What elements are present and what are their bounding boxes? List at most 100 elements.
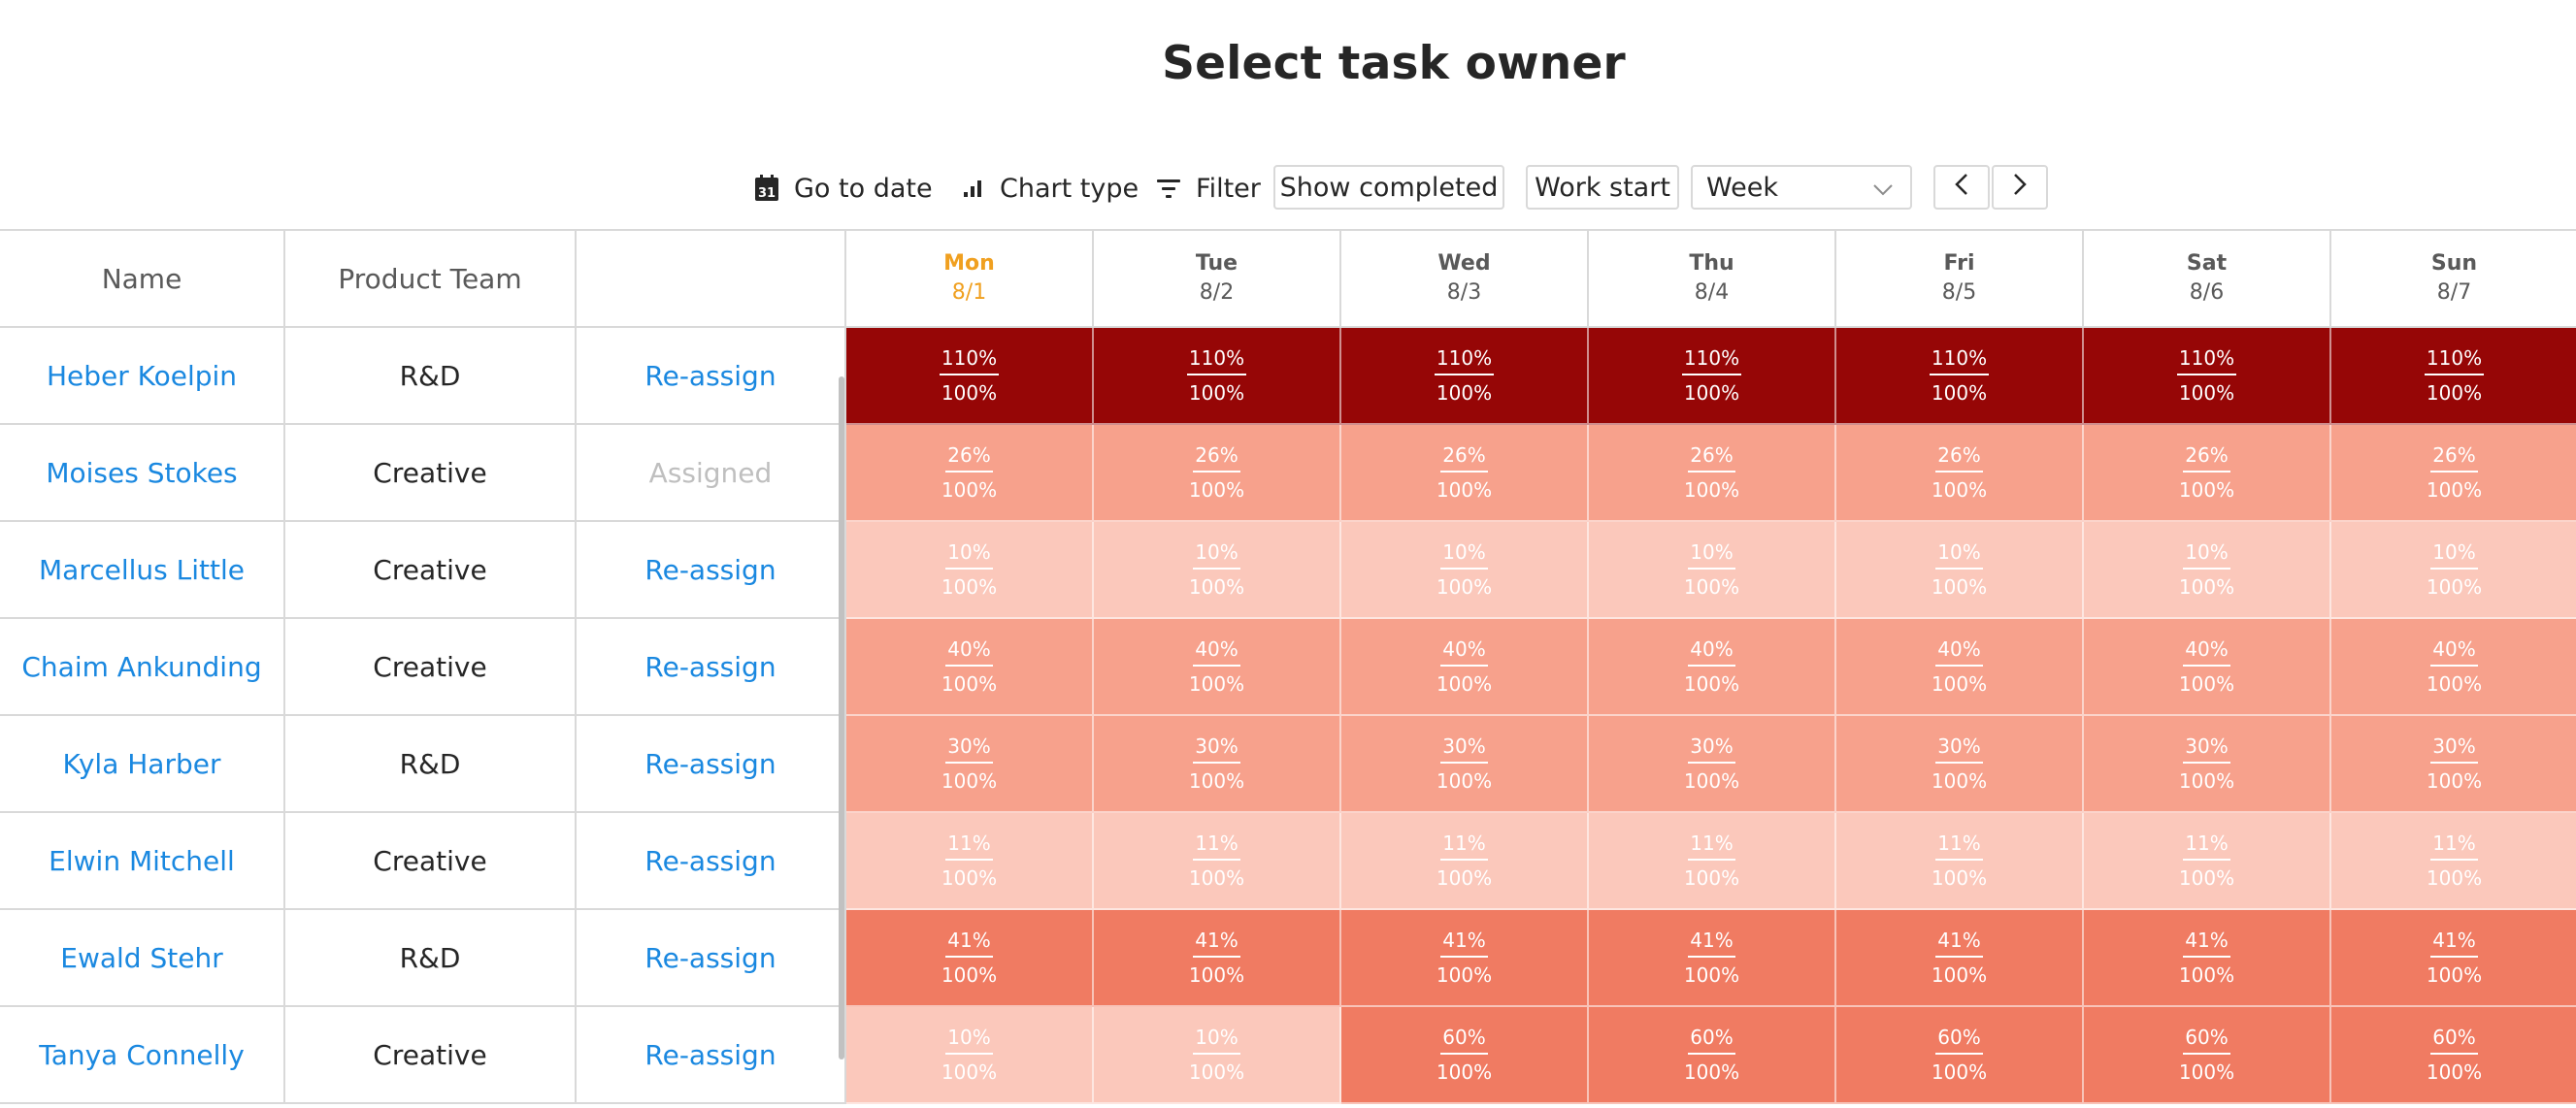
- workload-cell[interactable]: 110% 100%: [1341, 328, 1589, 425]
- workload-cell[interactable]: 11% 100%: [1589, 813, 1836, 910]
- workload-value: 11%: [2183, 832, 2230, 861]
- capacity-value: 100%: [2178, 478, 2235, 502]
- workload-cell[interactable]: 40% 100%: [2331, 619, 2576, 716]
- workload-cell[interactable]: 11% 100%: [1836, 813, 2084, 910]
- workload-cell[interactable]: 110% 100%: [1589, 328, 1836, 425]
- workload-cell[interactable]: 40% 100%: [846, 619, 1094, 716]
- capacity-value: 100%: [1188, 381, 1245, 405]
- owner-name-link[interactable]: Marcellus Little: [39, 553, 245, 586]
- filter-button[interactable]: Filter: [1155, 165, 1261, 212]
- workload-value: 10%: [2430, 541, 2478, 570]
- workload-cell[interactable]: 110% 100%: [2084, 328, 2331, 425]
- day-header: Thu 8/4: [1589, 231, 1836, 328]
- workload-cell[interactable]: 10% 100%: [1589, 522, 1836, 619]
- workload-cell[interactable]: 60% 100%: [2084, 1007, 2331, 1104]
- workload-value: 41%: [1688, 929, 1735, 958]
- work-start-button[interactable]: Work start: [1526, 165, 1679, 210]
- table-row-action-cell: Assigned: [577, 425, 846, 522]
- workload-cell[interactable]: 40% 100%: [1341, 619, 1589, 716]
- workload-cell[interactable]: 10% 100%: [1836, 522, 2084, 619]
- workload-cell[interactable]: 41% 100%: [846, 910, 1094, 1007]
- day-date: 8/3: [1446, 280, 1482, 305]
- workload-cell[interactable]: 40% 100%: [1589, 619, 1836, 716]
- workload-cell[interactable]: 60% 100%: [1836, 1007, 2084, 1104]
- prev-period-button[interactable]: [1933, 165, 1990, 210]
- workload-cell[interactable]: 26% 100%: [1341, 425, 1589, 522]
- owner-name-link[interactable]: Chaim Ankunding: [21, 650, 262, 683]
- workload-cell[interactable]: 11% 100%: [1094, 813, 1341, 910]
- workload-cell[interactable]: 30% 100%: [1589, 716, 1836, 813]
- workload-cell[interactable]: 11% 100%: [2331, 813, 2576, 910]
- workload-cell[interactable]: 10% 100%: [1094, 522, 1341, 619]
- column-header-team[interactable]: Product Team: [285, 231, 577, 328]
- reassign-link[interactable]: Re-assign: [644, 941, 776, 974]
- capacity-value: 100%: [2426, 672, 2483, 696]
- owner-name-link[interactable]: Elwin Mitchell: [49, 844, 235, 877]
- workload-cell[interactable]: 30% 100%: [1094, 716, 1341, 813]
- capacity-value: 100%: [2178, 381, 2235, 405]
- workload-cell[interactable]: 41% 100%: [2331, 910, 2576, 1007]
- workload-cell[interactable]: 110% 100%: [1094, 328, 1341, 425]
- workload-value: 110%: [1186, 347, 1247, 375]
- chart-type-button[interactable]: Chart type: [959, 165, 1139, 212]
- owner-name-link[interactable]: Ewald Stehr: [60, 941, 223, 974]
- table-row-action-cell: Re-assign: [577, 1007, 846, 1104]
- workload-cell[interactable]: 60% 100%: [2331, 1007, 2576, 1104]
- workload-cell[interactable]: 10% 100%: [846, 522, 1094, 619]
- reassign-link[interactable]: Re-assign: [644, 650, 776, 683]
- workload-cell[interactable]: 11% 100%: [1341, 813, 1589, 910]
- bar-chart-icon: [959, 175, 986, 202]
- workload-cell[interactable]: 11% 100%: [2084, 813, 2331, 910]
- workload-cell[interactable]: 40% 100%: [1094, 619, 1341, 716]
- workload-cell[interactable]: 10% 100%: [2084, 522, 2331, 619]
- workload-cell[interactable]: 41% 100%: [1836, 910, 2084, 1007]
- workload-cell[interactable]: 10% 100%: [1094, 1007, 1341, 1104]
- next-period-button[interactable]: [1992, 165, 2048, 210]
- workload-cell[interactable]: 41% 100%: [2084, 910, 2331, 1007]
- workload-cell[interactable]: 26% 100%: [2331, 425, 2576, 522]
- workload-cell[interactable]: 110% 100%: [2331, 328, 2576, 425]
- workload-cell[interactable]: 41% 100%: [1094, 910, 1341, 1007]
- workload-cell[interactable]: 30% 100%: [1341, 716, 1589, 813]
- column-header-name[interactable]: Name: [0, 231, 285, 328]
- workload-value: 10%: [945, 1027, 993, 1055]
- workload-cell[interactable]: 40% 100%: [2084, 619, 2331, 716]
- owner-name-link[interactable]: Tanya Connelly: [39, 1038, 245, 1071]
- workload-cell[interactable]: 60% 100%: [1589, 1007, 1836, 1104]
- owner-name-link[interactable]: Kyla Harber: [62, 747, 221, 780]
- reassign-link[interactable]: Re-assign: [644, 844, 776, 877]
- column-header-action: [577, 231, 846, 328]
- workload-cell[interactable]: 26% 100%: [846, 425, 1094, 522]
- workload-cell[interactable]: 11% 100%: [846, 813, 1094, 910]
- workload-cell[interactable]: 41% 100%: [1341, 910, 1589, 1007]
- workload-cell[interactable]: 26% 100%: [2084, 425, 2331, 522]
- workload-cell[interactable]: 26% 100%: [1094, 425, 1341, 522]
- workload-cell[interactable]: 10% 100%: [1341, 522, 1589, 619]
- capacity-value: 100%: [2178, 963, 2235, 987]
- go-to-date-button[interactable]: 31 Go to date: [753, 165, 933, 212]
- workload-cell[interactable]: 110% 100%: [846, 328, 1094, 425]
- period-select[interactable]: Week: [1691, 165, 1912, 210]
- scrollbar[interactable]: [839, 376, 844, 1059]
- workload-cell[interactable]: 41% 100%: [1589, 910, 1836, 1007]
- workload-cell[interactable]: 40% 100%: [1836, 619, 2084, 716]
- workload-cell[interactable]: 10% 100%: [846, 1007, 1094, 1104]
- workload-cell[interactable]: 30% 100%: [2331, 716, 2576, 813]
- workload-cell[interactable]: 30% 100%: [2084, 716, 2331, 813]
- reassign-link[interactable]: Re-assign: [644, 553, 776, 586]
- reassign-link[interactable]: Re-assign: [644, 747, 776, 780]
- reassign-link[interactable]: Re-assign: [644, 359, 776, 392]
- show-completed-button[interactable]: Show completed: [1273, 165, 1504, 210]
- owner-name-link[interactable]: Heber Koelpin: [46, 359, 238, 392]
- owner-name-link[interactable]: Moises Stokes: [46, 456, 238, 489]
- workload-cell[interactable]: 60% 100%: [1341, 1007, 1589, 1104]
- workload-cell[interactable]: 26% 100%: [1836, 425, 2084, 522]
- workload-cell[interactable]: 30% 100%: [846, 716, 1094, 813]
- capacity-value: 100%: [941, 963, 998, 987]
- reassign-link[interactable]: Re-assign: [644, 1038, 776, 1071]
- day-date: 8/7: [2436, 280, 2472, 305]
- workload-cell[interactable]: 110% 100%: [1836, 328, 2084, 425]
- workload-cell[interactable]: 30% 100%: [1836, 716, 2084, 813]
- workload-cell[interactable]: 26% 100%: [1589, 425, 1836, 522]
- workload-cell[interactable]: 10% 100%: [2331, 522, 2576, 619]
